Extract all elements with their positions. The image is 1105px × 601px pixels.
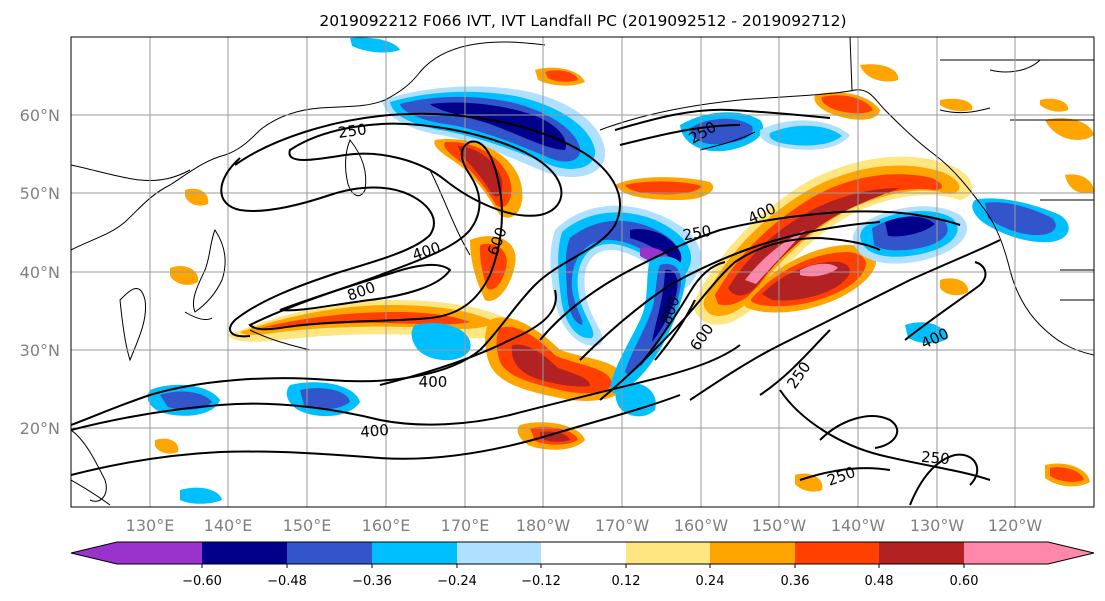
- lon-labels: 130°E 140°E 150°E 160°E 170°E 180°W 170°…: [126, 516, 1043, 535]
- map-panel: 250 400 800 600 400 250 400 800 600 400 …: [70, 36, 1095, 508]
- lon-label: 160°W: [674, 516, 729, 535]
- ivt-contours: [71, 108, 1001, 506]
- lat-label: 30°N: [20, 341, 60, 360]
- colorbar-bin: [541, 542, 626, 564]
- contour-label: 250: [681, 222, 712, 245]
- lon-label: 150°W: [752, 516, 807, 535]
- colorbar-bin: [202, 542, 287, 564]
- colorbar-tick-label: −0.12: [521, 574, 561, 589]
- lon-label: 130°E: [126, 516, 175, 535]
- lon-label: 160°E: [362, 516, 411, 535]
- colorbar-bin: [795, 542, 879, 564]
- map-title: 2019092212 F066 IVT, IVT Landfall PC (20…: [319, 12, 846, 30]
- lon-label: 140°W: [831, 516, 886, 535]
- colorbar: −0.60 −0.48 −0.36 −0.24 −0.12 0.12 0.24 …: [70, 541, 1095, 589]
- lat-label: 60°N: [20, 106, 60, 125]
- lon-label: 140°E: [204, 516, 253, 535]
- colorbar-tick-label: 0.36: [781, 574, 810, 589]
- colorbar-bin: [879, 542, 964, 564]
- colorbar-outline: [70, 541, 1095, 565]
- lat-label: 50°N: [20, 184, 60, 203]
- colorbar-bin: [626, 542, 710, 564]
- lon-label: 170°W: [595, 516, 650, 535]
- lat-labels: 60°N 50°N 40°N 30°N 20°N: [20, 106, 60, 438]
- colorbar-tick-label: −0.60: [182, 574, 222, 589]
- colorbar-tick-label: −0.36: [352, 574, 392, 589]
- colorbar-tick-label: −0.48: [267, 574, 307, 589]
- colorbar-bin: [964, 542, 1094, 564]
- lat-label: 40°N: [20, 263, 60, 282]
- colorbar-bin: [287, 542, 372, 564]
- colorbar-ticks: [201, 564, 965, 568]
- contour-label: 400: [419, 373, 448, 391]
- lon-label: 150°E: [283, 516, 332, 535]
- colorbar-bin: [71, 542, 202, 564]
- colorbar-bin: [372, 542, 457, 564]
- lon-label: 120°W: [988, 516, 1043, 535]
- lon-label: 180°W: [516, 516, 571, 535]
- shaded-field: [147, 37, 1094, 504]
- colorbar-bin: [457, 542, 541, 564]
- graticule: [71, 37, 1094, 507]
- contour-label: 250: [337, 120, 368, 142]
- colorbar-tick-label: 0.24: [696, 574, 725, 589]
- colorbar-tick-label: 0.60: [950, 574, 979, 589]
- colorbar-tick-label: −0.24: [437, 574, 477, 589]
- colorbar-tick-label: 0.48: [865, 574, 894, 589]
- lat-label: 20°N: [20, 419, 60, 438]
- coastlines: [71, 37, 1094, 506]
- colorbar-tick-label: 0.12: [612, 574, 641, 589]
- colorbar-bin: [710, 542, 795, 564]
- lon-label: 130°W: [910, 516, 965, 535]
- lon-label: 170°E: [441, 516, 490, 535]
- contour-label: 250: [920, 448, 950, 468]
- contour-label: 400: [360, 421, 390, 441]
- map-frame: [70, 36, 1095, 508]
